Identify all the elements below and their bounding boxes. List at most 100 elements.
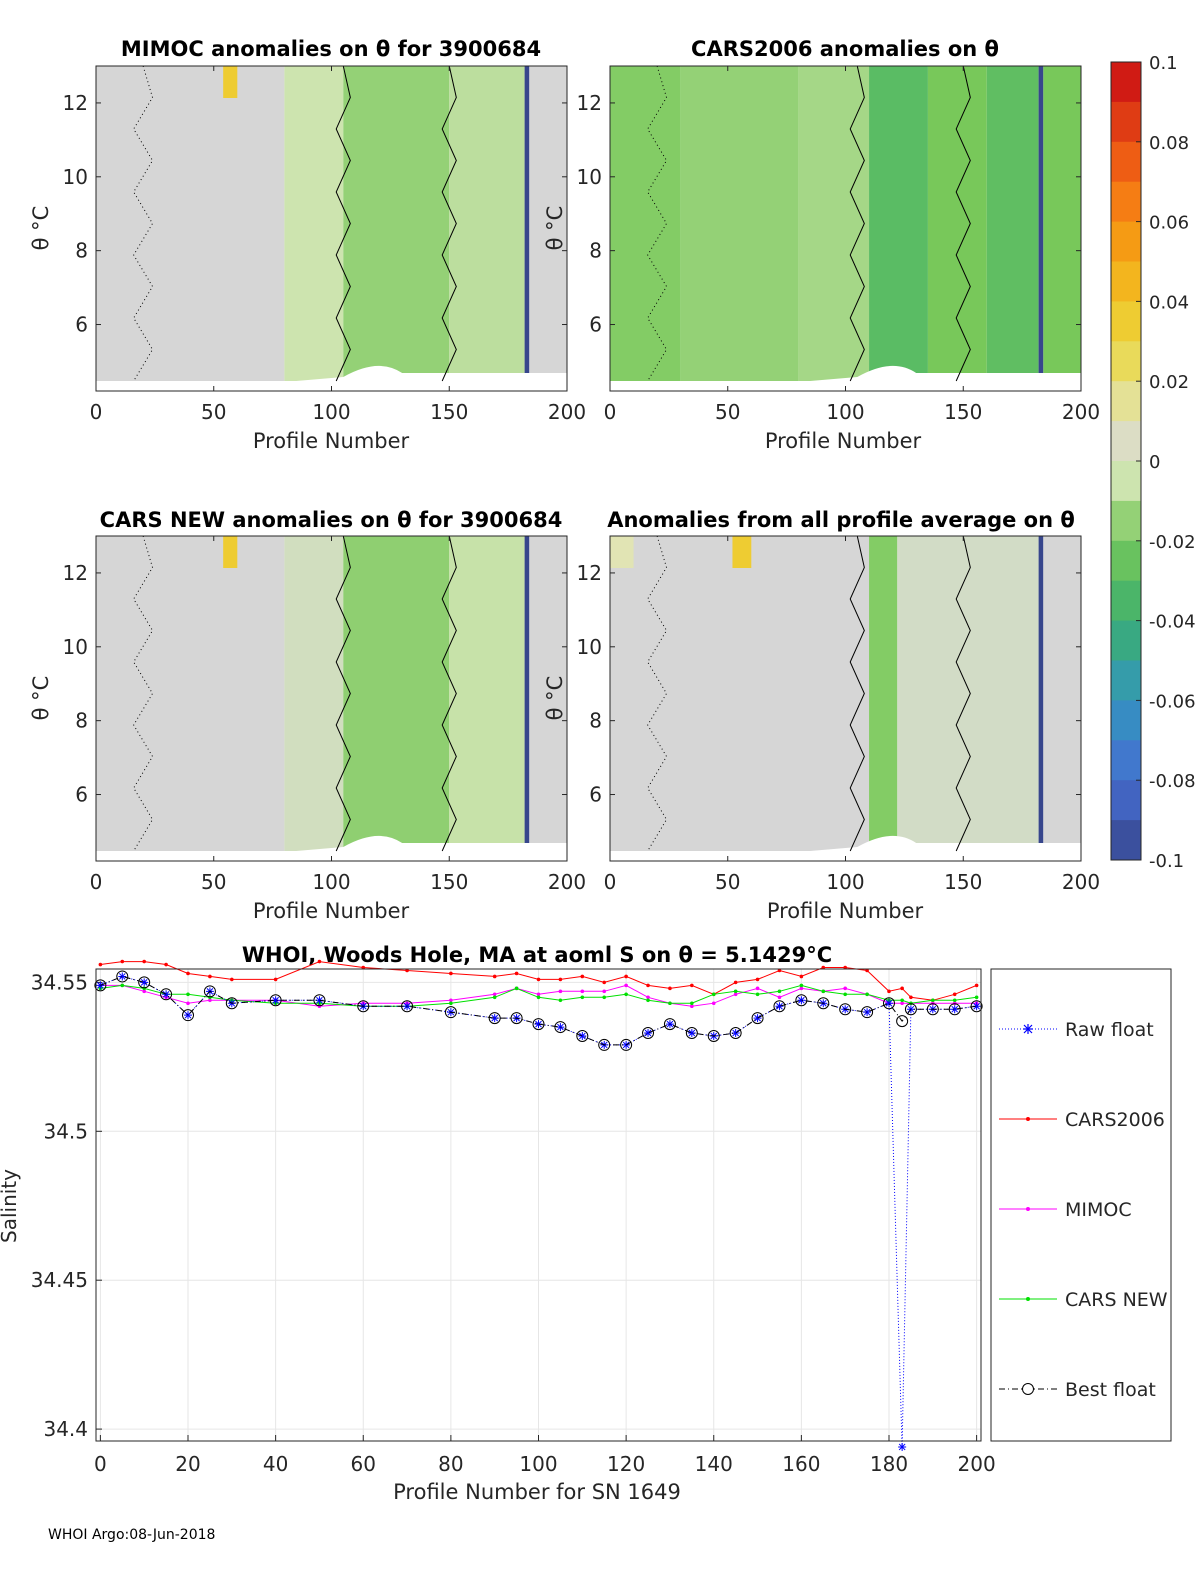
series-point-cars2006 bbox=[646, 983, 650, 988]
footer-text: WHOI Argo:08-Jun-2018 bbox=[48, 1527, 216, 1543]
colorbar-segment bbox=[1111, 780, 1141, 821]
raw-float-point bbox=[775, 1002, 784, 1011]
anomaly-band bbox=[96, 66, 285, 381]
y-tick-label: 6 bbox=[75, 313, 88, 337]
heatmap-profile-average-ylabel: θ °C bbox=[543, 676, 567, 721]
y-tick-label: 10 bbox=[577, 165, 602, 189]
raw-float-point bbox=[184, 1011, 193, 1020]
series-point-cars2006 bbox=[952, 992, 957, 997]
y-tick-label: 8 bbox=[589, 709, 602, 733]
legend-marker bbox=[1026, 1117, 1030, 1121]
best-float-point bbox=[138, 976, 151, 989]
colorbar-tick-label: 0.08 bbox=[1149, 133, 1189, 154]
raw-float-point bbox=[753, 1014, 762, 1023]
y-tick-label: 10 bbox=[63, 165, 88, 189]
best-float-point bbox=[839, 1003, 852, 1016]
warm-patch bbox=[223, 536, 238, 568]
legend-marker bbox=[1026, 1297, 1030, 1301]
series-point-cars-new bbox=[120, 983, 125, 988]
raw-float-point bbox=[578, 1032, 587, 1040]
best-float-point bbox=[401, 1000, 414, 1013]
anomaly-band bbox=[524, 66, 530, 381]
best-float-point bbox=[948, 1003, 961, 1016]
x-tick-label: 80 bbox=[438, 1452, 463, 1476]
colorbar-segment bbox=[1111, 141, 1141, 183]
colorbar-segment bbox=[1111, 660, 1141, 701]
colorbar-segment bbox=[1111, 500, 1141, 542]
best-float-point bbox=[970, 1000, 983, 1013]
colorbar-segment bbox=[1111, 820, 1141, 861]
series-point-mimoc bbox=[580, 989, 585, 994]
series-point-cars2006 bbox=[755, 977, 760, 982]
heatmap-mimoc-title: MIMOC anomalies on θ for 3900684 bbox=[121, 37, 541, 61]
best-float-point bbox=[203, 985, 216, 998]
heatmap-profile-average: Anomalies from all profile average on θ … bbox=[543, 508, 1100, 923]
y-tick-label: 10 bbox=[63, 635, 88, 659]
anomaly-band bbox=[1043, 66, 1081, 381]
series-point-cars-new bbox=[900, 998, 904, 1003]
heatmap-mimoc: MIMOC anomalies on θ for 3900684 0 50 100 1… bbox=[29, 37, 586, 453]
series-point-mimoc bbox=[646, 995, 650, 1000]
series-point-mimoc bbox=[733, 992, 738, 997]
series-point-cars2006 bbox=[799, 974, 804, 979]
series-point-mimoc bbox=[142, 989, 146, 994]
colorbar-segment bbox=[1111, 62, 1141, 103]
heatmap-profile-average-title: Anomalies from all profile average on θ bbox=[607, 508, 1075, 532]
raw-float-point bbox=[315, 996, 324, 1005]
heatmap-cars-new-ylabel: θ °C bbox=[29, 676, 53, 721]
raw-float-point bbox=[863, 1008, 872, 1017]
anomaly-band bbox=[343, 536, 450, 851]
series-point-cars2006 bbox=[492, 974, 497, 979]
colorbar-segment bbox=[1111, 261, 1141, 302]
series-point-cars-new bbox=[865, 992, 869, 997]
best-float-point bbox=[795, 994, 808, 1007]
colorbar-segment bbox=[1111, 620, 1141, 661]
series-point-mimoc bbox=[558, 989, 563, 994]
best-float-point bbox=[685, 1027, 698, 1040]
colorbar-tick-label: -0.06 bbox=[1149, 691, 1196, 712]
anomaly-band bbox=[610, 66, 681, 381]
contour-line bbox=[335, 535, 351, 852]
series-point-cars2006 bbox=[361, 965, 366, 970]
anomaly-band bbox=[449, 66, 525, 381]
anomaly-band bbox=[1038, 536, 1044, 851]
best-float-point bbox=[116, 970, 129, 983]
series-point-cars2006 bbox=[186, 971, 190, 976]
colorbar-segment bbox=[1111, 461, 1141, 502]
colorbar-tick-label: -0.1 bbox=[1149, 851, 1184, 872]
series-point-mimoc bbox=[186, 1001, 190, 1006]
series-point-cars-new bbox=[558, 998, 563, 1003]
colorbar-tick-label: 0.1 bbox=[1149, 53, 1178, 74]
salinity-chart-ylabel: Salinity bbox=[0, 1169, 21, 1243]
colorbar-segment bbox=[1111, 700, 1141, 741]
series-point-cars-new bbox=[931, 998, 935, 1003]
raw-float-point bbox=[140, 978, 149, 987]
legend-label: CARS2006 bbox=[1065, 1109, 1165, 1131]
colorbar-tick-label: -0.02 bbox=[1149, 532, 1196, 553]
series-point-mimoc bbox=[900, 1001, 904, 1006]
heatmap-profile-average-xlabel: Profile Number bbox=[767, 899, 924, 923]
anomaly-band bbox=[610, 536, 870, 851]
x-tick-label: 120 bbox=[607, 1452, 645, 1476]
series-point-cars2006 bbox=[580, 974, 585, 979]
series-point-mimoc bbox=[492, 992, 497, 997]
heatmap-cars-new: CARS NEW anomalies on θ for 3900684 0 50 1… bbox=[29, 508, 586, 923]
best-float-point bbox=[817, 997, 830, 1010]
best-float-point bbox=[357, 1000, 370, 1013]
series-point-cars-new bbox=[755, 992, 760, 997]
best-float-point bbox=[620, 1038, 633, 1051]
best-float-point bbox=[663, 1018, 676, 1031]
series-point-mimoc bbox=[777, 995, 782, 1000]
best-float-point bbox=[861, 1006, 874, 1019]
x-tick-label: 150 bbox=[430, 400, 468, 424]
warm-patch bbox=[610, 536, 634, 568]
series-point-cars-new bbox=[952, 998, 957, 1003]
series-point-cars-new bbox=[690, 1001, 694, 1006]
colorbar-segment bbox=[1111, 381, 1141, 422]
y-tick-label: 10 bbox=[577, 635, 602, 659]
best-float-point bbox=[773, 1000, 786, 1013]
x-tick-label: 200 bbox=[958, 1452, 996, 1476]
contour-line bbox=[849, 535, 865, 852]
best-float-point bbox=[554, 1021, 567, 1034]
